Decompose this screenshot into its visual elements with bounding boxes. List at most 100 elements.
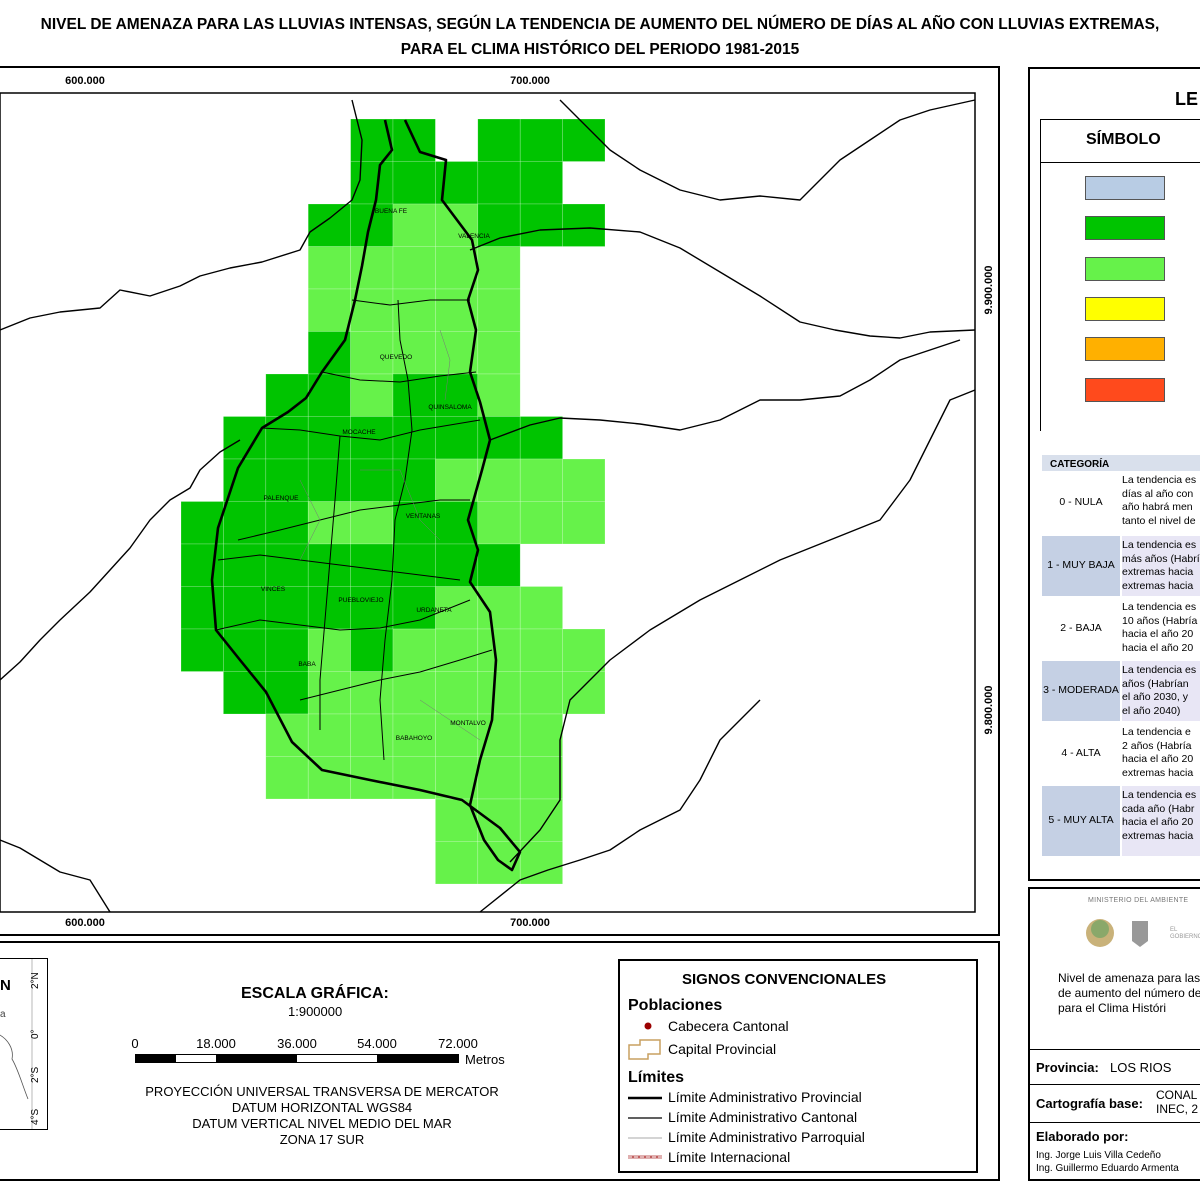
grid-cell xyxy=(265,713,309,757)
grid-cell xyxy=(392,671,436,715)
projection-line: PROYECCIÓN UNIVERSAL TRANSVERSA DE MERCA… xyxy=(145,1084,499,1099)
grid-cell xyxy=(477,671,521,715)
boundary xyxy=(215,299,493,761)
description-line: La tendencia es xyxy=(1122,474,1197,486)
grid-cell xyxy=(307,416,351,460)
map: 600.000 600.000 700.000 700.000 9.900.000 9.8… xyxy=(0,66,1000,936)
scale-tick-label: 72.000 xyxy=(438,1036,478,1051)
signs-symbols xyxy=(628,1022,662,1159)
grid-cell xyxy=(307,713,351,757)
grid-cell xyxy=(435,416,479,460)
description-line: La tendencia es xyxy=(1122,789,1197,801)
grid-cell xyxy=(477,841,521,885)
grid-cell xyxy=(392,161,436,205)
boundary xyxy=(489,339,961,441)
grid-cell xyxy=(477,458,521,502)
svg-text:EL: EL xyxy=(1170,927,1178,933)
author: Ing. Jorge Luis Villa Cedeño xyxy=(1036,1150,1161,1161)
grid-cell xyxy=(477,161,521,205)
grid-cell xyxy=(519,586,563,630)
boundary xyxy=(479,699,761,913)
title-line: NIVEL DE AMENAZA PARA LAS LLUVIAS INTENS… xyxy=(40,16,1160,33)
latitude-label: 4°S xyxy=(30,1108,41,1125)
limit-sign: Límite Internacional xyxy=(668,1149,791,1165)
symbol-column xyxy=(1040,161,1200,431)
grid-cell xyxy=(392,373,436,417)
boundary xyxy=(0,439,241,681)
svg-text:GOBIERNO: GOBIERNO xyxy=(1170,934,1200,940)
grid-cell xyxy=(435,458,479,502)
category-description: La tendencia es 10 años (Habría hacia el a… xyxy=(1122,598,1200,659)
grid-cell xyxy=(307,373,351,417)
category-label: 5 - MUY ALTA xyxy=(1042,786,1120,856)
grid-cell xyxy=(477,246,521,290)
grid-cell xyxy=(265,501,309,545)
grid-cell xyxy=(435,713,479,757)
category-label: 1 - MUY BAJA xyxy=(1042,536,1120,596)
legend-swatch xyxy=(1085,216,1165,241)
grid-cell xyxy=(265,373,309,417)
grid-cell xyxy=(435,246,479,290)
grid-cell xyxy=(350,586,394,630)
grid-cell xyxy=(307,246,351,290)
scale-tick-label: 36.000 xyxy=(277,1036,317,1051)
legend-swatch xyxy=(1085,256,1165,281)
population-sign: Capital Provincial xyxy=(668,1041,777,1057)
cartography-source: CONAL xyxy=(1156,1088,1198,1102)
scale-ratio: 1:900000 xyxy=(288,1004,343,1019)
category-label: 2 - BAJA xyxy=(1042,598,1120,659)
description-line: hacia el año 20 xyxy=(1122,641,1194,654)
inset-label: a xyxy=(0,1009,6,1020)
place-label: BUENA FE xyxy=(375,208,408,215)
scale-tick-label: 54.000 xyxy=(357,1036,397,1051)
map-description-line: Nivel de amenaza para las L xyxy=(1058,971,1200,985)
grid-cell xyxy=(519,713,563,757)
grid-cell xyxy=(562,458,606,502)
grid-cell xyxy=(477,756,521,800)
signs-box: SIGNOS CONVENCIONALES Poblaciones Límite… xyxy=(618,959,978,1173)
place-label: BABAHOYO xyxy=(396,735,432,742)
legend-swatch xyxy=(1085,176,1165,200)
legend-panel: LE SÍMBOLO CATEGORÍA 0 - NULA La tendenci… xyxy=(1028,67,1200,881)
signs-title: SIGNOS CONVENCIONALES xyxy=(682,971,887,988)
cartography-source: INEC, 2 xyxy=(1156,1102,1199,1116)
grid-cell xyxy=(477,713,521,757)
grid-cell xyxy=(477,543,521,587)
grid-cell xyxy=(477,586,521,630)
grid-cell xyxy=(180,543,224,587)
inset-map: N a 2°N 0° 2°S 4°S xyxy=(0,958,48,1130)
description-line: hacia el año 20 xyxy=(1122,816,1194,828)
limit-sign: Límite Administrativo Provincial xyxy=(668,1089,862,1105)
grid-cell xyxy=(265,671,309,715)
grid-cell xyxy=(562,118,606,162)
boundary xyxy=(299,329,481,741)
grid-cell xyxy=(477,798,521,842)
projection-line: DATUM VERTICAL NIVEL MEDIO DEL MAR xyxy=(192,1116,452,1131)
description-line: La tendencia es xyxy=(1122,601,1197,613)
population-sign: Cabecera Cantonal xyxy=(668,1018,789,1034)
province: LOS RIOS xyxy=(1110,1060,1172,1075)
ministry: MINISTERIO DEL AMBIENTE xyxy=(1088,897,1189,904)
grid-cell xyxy=(350,713,394,757)
grid-cell xyxy=(392,246,436,290)
description-line: 2 años (Habría xyxy=(1122,739,1192,752)
grid-cell xyxy=(562,203,606,247)
description-line: año habrá men xyxy=(1122,501,1193,513)
place-label: PALENQUE xyxy=(264,495,300,502)
place-label: BABA xyxy=(298,661,316,668)
description-line: el año 2030, y xyxy=(1122,691,1188,703)
grid-cell xyxy=(223,501,267,545)
scale-tick-label: 18.000 xyxy=(196,1036,236,1051)
place-label: QUEVEDO xyxy=(380,354,413,361)
legend-swatch xyxy=(1085,337,1165,362)
grid-cell xyxy=(265,628,309,672)
coordinate-label: 700.000 xyxy=(510,917,550,929)
description-line: extremas hacia xyxy=(1122,766,1194,779)
category-label: 0 - NULA xyxy=(1042,471,1120,534)
description-line: días al año con xyxy=(1122,487,1194,500)
legend-swatch xyxy=(1085,296,1165,321)
description-line: cada año (Habr xyxy=(1122,802,1195,815)
category-description: La tendencia es días al año con año habrá … xyxy=(1122,471,1200,534)
grid-cell xyxy=(392,501,436,545)
grid-cell xyxy=(477,288,521,332)
